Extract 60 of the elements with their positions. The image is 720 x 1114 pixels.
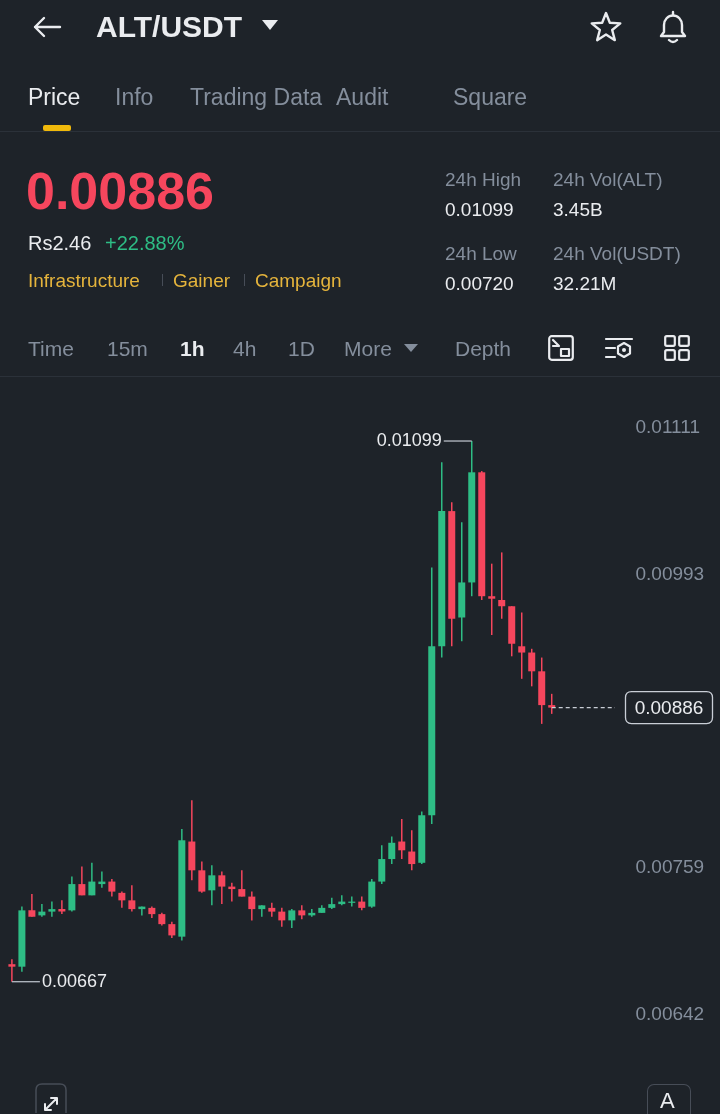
annotation: 0.00667 [41, 970, 107, 991]
text: More [344, 336, 392, 360]
candlestick [198, 860, 206, 894]
candlestick [48, 900, 56, 918]
text: Rs2.46 [28, 232, 92, 254]
y-tick-label: 0.00993 [635, 563, 705, 585]
text: Infrastructure [28, 269, 140, 291]
text: +22.88% [105, 232, 185, 254]
text: Gainer [173, 269, 231, 291]
candlestick [288, 908, 296, 929]
text: Time [28, 336, 74, 360]
candlestick [128, 884, 136, 913]
candlestick [398, 818, 406, 860]
text: Depth [455, 336, 512, 360]
candlestick [218, 870, 226, 905]
candlestick [58, 899, 66, 915]
text: 32.21M [553, 272, 617, 294]
text: 1h [180, 336, 205, 360]
candlestick [88, 862, 96, 897]
candlestick [268, 902, 276, 918]
text: 4h [233, 336, 257, 360]
ref-line-label: 0.00886 [634, 696, 704, 718]
chart-title: ALT/USDT [96, 10, 243, 43]
candlestick [488, 562, 496, 636]
candlestick [28, 893, 36, 918]
text: Trading Data [190, 83, 323, 110]
candlestick [278, 907, 286, 928]
text: 1D [288, 336, 315, 360]
text: 0.01099 [445, 198, 514, 220]
candlestick [548, 693, 556, 715]
y-tick-label: 0.00759 [635, 856, 705, 878]
text: 15m [107, 336, 148, 360]
y-tick-label: 0.01111 [635, 415, 700, 437]
candlestick [78, 865, 86, 897]
text: Price [28, 83, 81, 110]
candlestick [528, 648, 536, 688]
text: Square [453, 83, 528, 110]
candlestick [518, 611, 526, 680]
candlestick [208, 864, 216, 907]
text: 24h Vol(ALT) [553, 168, 663, 190]
text: Audit [336, 83, 389, 110]
candlestick [378, 844, 386, 885]
y-tick-label: 0.00642 [635, 1002, 705, 1024]
text: A [660, 1088, 675, 1113]
candlestick [258, 904, 266, 918]
chart-subtitle: 0.00886 [26, 162, 214, 220]
text: 24h High [445, 168, 522, 190]
text: 24h Low [445, 242, 517, 264]
text: 3.45B [553, 198, 603, 220]
candlestick [388, 835, 396, 865]
text: Campaign [255, 269, 342, 291]
text: 0.00720 [445, 272, 514, 294]
annotation: 0.01099 [376, 430, 442, 451]
candlestick [8, 958, 16, 983]
candlestick [238, 869, 246, 898]
text: 24h Vol(USDT) [553, 242, 681, 264]
candlestick [498, 551, 506, 620]
text: Info [115, 83, 154, 110]
candlestick [248, 890, 256, 922]
candlestick [408, 829, 416, 872]
